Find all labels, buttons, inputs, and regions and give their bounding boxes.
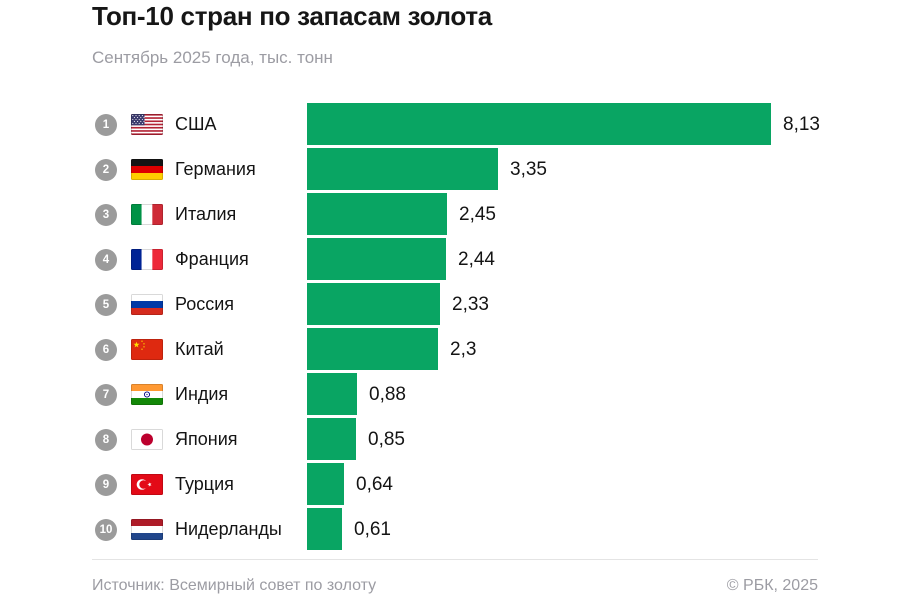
value-bar	[307, 418, 356, 460]
row-label-group: 7 Индия	[92, 372, 228, 417]
country-label: Япония	[175, 429, 238, 449]
flag-icon-it	[131, 204, 163, 225]
chart-row: 10 Нидерланды 0,61	[92, 507, 818, 552]
chart-row: 7 Индия 0,88	[92, 372, 818, 417]
value-label: 3,35	[510, 159, 547, 180]
chart-subtitle: Сентябрь 2025 года, тыс. тонн	[92, 48, 333, 67]
value-label: 2,3	[450, 339, 477, 360]
chart-row: 9 Турция 0,64	[92, 462, 818, 507]
flag-icon-fr	[131, 249, 163, 270]
value-bar	[307, 193, 447, 235]
chart-row: 1 США 8,13	[92, 102, 820, 147]
value-bar	[307, 328, 438, 370]
rank-badge: 6	[95, 338, 117, 361]
row-label-group: 8 Япония	[92, 417, 238, 462]
chart-row: 5 Россия 2,33	[92, 282, 818, 327]
value-label: 0,61	[354, 519, 391, 540]
flag-icon-nl	[131, 519, 163, 540]
value-label: 2,33	[452, 294, 489, 315]
value-bar	[307, 463, 344, 505]
country-label: Германия	[175, 159, 256, 179]
country-label: США	[175, 114, 217, 134]
chart-row: 8 Япония 0,85	[92, 417, 818, 462]
chart-row: 3 Италия 2,45	[92, 192, 818, 237]
row-label-group: 1 США	[92, 102, 217, 147]
country-label: Индия	[175, 384, 229, 404]
flag-icon-us	[131, 114, 163, 135]
bar-chart: 1 США 8,13 2 Германия 3,35 3 Италия 2,45 4 Франция…	[92, 102, 820, 552]
page-title: Топ-10 стран по запасам золота	[92, 1, 492, 31]
row-label-group: 4 Франция	[92, 237, 249, 282]
flag-icon-ru	[131, 294, 163, 315]
flag-icon-tr	[131, 474, 163, 495]
value-bar	[307, 148, 498, 190]
country-label: Китай	[175, 339, 224, 359]
rank-badge: 3	[95, 203, 117, 226]
flag-icon-jp	[131, 429, 163, 450]
footer-divider	[92, 559, 818, 560]
row-label-group: 10 Нидерланды	[92, 507, 282, 552]
flag-icon-in	[131, 384, 163, 405]
value-label: 0,88	[369, 384, 406, 405]
row-label-group: 9 Турция	[92, 462, 234, 507]
flag-icon-de	[131, 159, 163, 180]
rank-badge: 10	[95, 518, 117, 541]
value-bar	[307, 283, 440, 325]
country-label: Нидерланды	[175, 519, 282, 539]
rank-badge: 2	[95, 158, 117, 181]
chart-row: 4 Франция 2,44	[92, 237, 818, 282]
value-label: 2,45	[459, 204, 496, 225]
row-label-group: 6 Китай	[92, 327, 224, 372]
row-label-group: 5 Россия	[92, 282, 234, 327]
country-label: Италия	[175, 204, 237, 224]
rank-badge: 7	[95, 383, 117, 406]
source-note: Источник: Всемирный совет по золоту	[92, 577, 377, 594]
value-label: 0,64	[356, 474, 393, 495]
chart-row: 6 Китай 2,3	[92, 327, 818, 372]
flag-icon-cn	[131, 339, 163, 360]
copyright: © РБК, 2025	[726, 577, 818, 594]
rank-badge: 8	[95, 428, 117, 451]
value-label: 8,13	[783, 114, 820, 135]
value-bar	[307, 508, 342, 550]
rank-badge: 1	[95, 113, 117, 136]
chart-row: 2 Германия 3,35	[92, 147, 818, 192]
country-label: Франция	[175, 249, 249, 269]
country-label: Россия	[175, 294, 235, 314]
rank-badge: 5	[95, 293, 117, 316]
row-label-group: 2 Германия	[92, 147, 256, 192]
value-label: 2,44	[458, 249, 495, 270]
rank-badge: 4	[95, 248, 117, 271]
value-label: 0,85	[368, 429, 405, 450]
value-bar	[307, 103, 771, 145]
row-label-group: 3 Италия	[92, 192, 236, 237]
value-bar	[307, 373, 357, 415]
value-bar	[307, 238, 446, 280]
country-label: Турция	[175, 474, 234, 494]
rank-badge: 9	[95, 473, 117, 496]
